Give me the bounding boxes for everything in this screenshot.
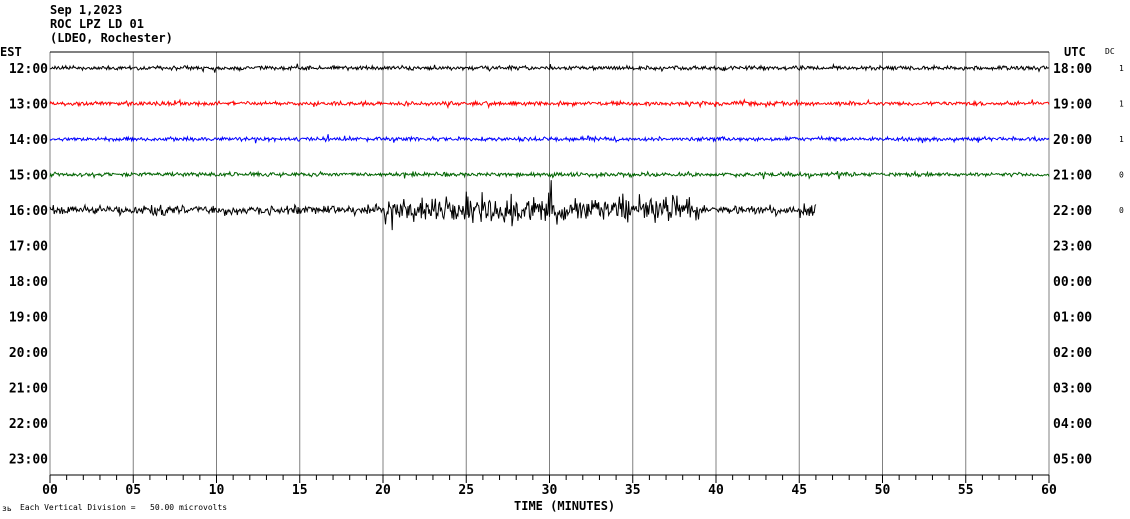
- x-tick-label: 30: [542, 483, 558, 498]
- x-tick-label: 05: [125, 483, 141, 498]
- seismic-trace: [49, 62, 1050, 73]
- est-label: 19:00: [9, 311, 48, 326]
- est-label: 12:00: [9, 62, 48, 77]
- utc-label: 04:00: [1053, 417, 1092, 432]
- x-tick-label: 35: [625, 483, 641, 498]
- dc-title: DC: [1105, 47, 1115, 56]
- logo-mark: зь: [2, 504, 12, 513]
- utc-title: UTC: [1064, 45, 1086, 59]
- est-label: 22:00: [9, 417, 48, 432]
- dc-value: 0: [1119, 171, 1124, 180]
- x-tick-label: 40: [708, 483, 724, 498]
- seismic-trace: [49, 98, 1050, 110]
- network-label: (LDEO, Rochester): [50, 31, 173, 45]
- utc-label: 03:00: [1053, 382, 1092, 397]
- x-tick-label: 60: [1041, 483, 1057, 498]
- utc-label: 22:00: [1053, 204, 1092, 219]
- est-label: 15:00: [9, 169, 48, 184]
- est-label: 16:00: [9, 204, 48, 219]
- dc-value: 1: [1119, 100, 1124, 109]
- utc-label: 21:00: [1053, 169, 1092, 184]
- utc-label: 20:00: [1053, 133, 1092, 148]
- dc-value: 0: [1119, 206, 1124, 215]
- utc-label: 18:00: [1053, 62, 1092, 77]
- est-title: EST: [0, 45, 22, 59]
- est-label: 23:00: [9, 453, 48, 468]
- scale-text: Each Vertical Division = 50.00 microvolt…: [20, 503, 228, 512]
- dc-value: 1: [1119, 64, 1124, 73]
- utc-label: 05:00: [1053, 453, 1092, 468]
- seismic-trace: [49, 170, 1050, 180]
- est-label: 18:00: [9, 275, 48, 290]
- dc-value: 1: [1119, 135, 1124, 144]
- est-label: 13:00: [9, 98, 48, 113]
- utc-label: 02:00: [1053, 346, 1092, 361]
- seismic-trace: [49, 134, 1050, 144]
- est-label: 17:00: [9, 240, 48, 255]
- est-label: 21:00: [9, 382, 48, 397]
- x-tick-label: 55: [958, 483, 974, 498]
- x-tick-label: 20: [375, 483, 391, 498]
- utc-label: 23:00: [1053, 240, 1092, 255]
- utc-label: 19:00: [1053, 98, 1092, 113]
- seismic-trace: [49, 180, 817, 231]
- date-label: Sep 1,2023: [50, 3, 123, 17]
- station-label: ROC LPZ LD 01: [50, 17, 144, 31]
- x-tick-label: 45: [791, 483, 807, 498]
- x-tick-label: 50: [875, 483, 891, 498]
- x-tick-label: 25: [458, 483, 474, 498]
- utc-label: 01:00: [1053, 311, 1092, 326]
- est-label: 14:00: [9, 133, 48, 148]
- x-axis-title: TIME (MINUTES): [514, 499, 616, 513]
- x-tick-label: 10: [209, 483, 225, 498]
- utc-label: 00:00: [1053, 275, 1092, 290]
- x-tick-label: 15: [292, 483, 308, 498]
- est-label: 20:00: [9, 346, 48, 361]
- x-tick-label: 00: [42, 483, 58, 498]
